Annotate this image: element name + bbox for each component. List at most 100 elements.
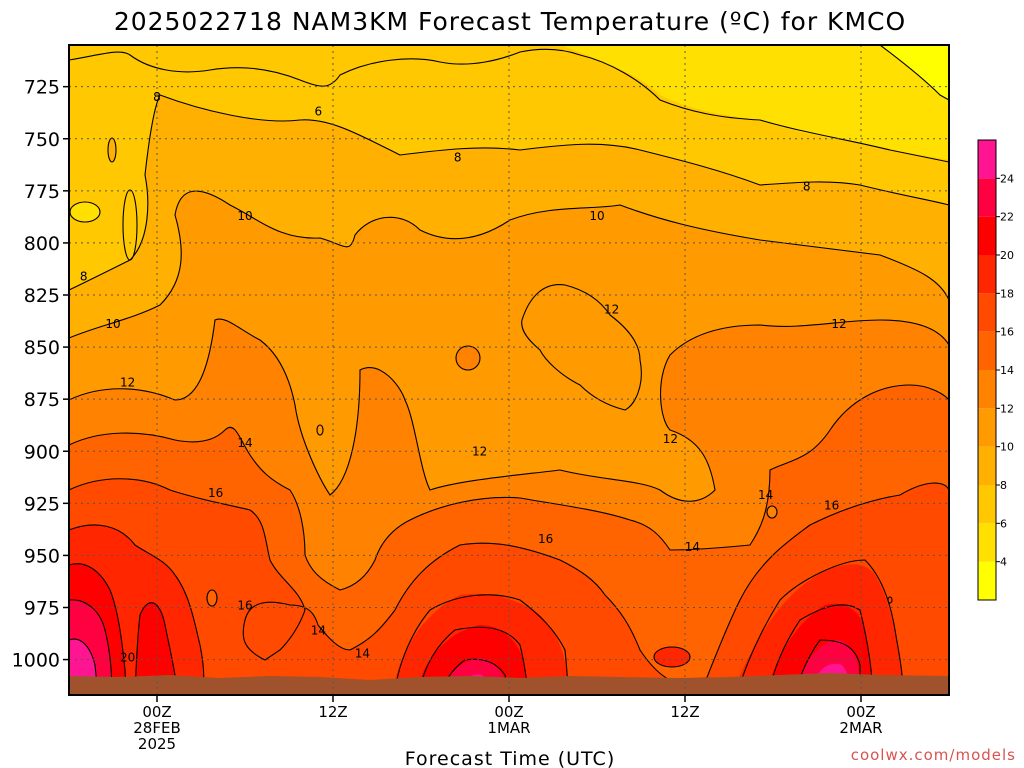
contour-line-16 <box>69 478 671 681</box>
contour-label: 12 <box>604 303 619 317</box>
colorbar-swatch-3 <box>978 446 996 485</box>
contour-label: 12 <box>472 444 487 458</box>
credit-link[interactable]: coolwx.com/models <box>851 746 1016 764</box>
y-tick-label-775: 775 <box>24 181 60 203</box>
contour-line-20-left <box>69 563 127 695</box>
x-tick-label-2-1: 1MAR <box>487 719 530 737</box>
y-tick-label-850: 850 <box>24 337 60 359</box>
contour-line-18-left <box>69 524 205 695</box>
contour-line-20-mid <box>419 626 529 695</box>
contour-label: 14 <box>685 540 700 554</box>
contour-label: 8 <box>454 151 462 165</box>
band-pocket-left-yellow <box>70 202 100 222</box>
contour-line-10 <box>69 190 949 339</box>
contour-line-18-mid <box>394 594 569 695</box>
colorbar-swatch-9 <box>978 216 996 255</box>
x-tick-label-0-0: 00Z <box>142 703 171 721</box>
x-tick-label-0-2: 2025 <box>138 735 176 753</box>
y-tick-label-1000: 1000 <box>12 650 60 672</box>
colorbar-swatch-8 <box>978 255 996 294</box>
colorbar-tick-label-8: 20 <box>1000 249 1014 262</box>
y-axis: 725 750 775 800 825 850 875 900 925 950 975 1000 <box>12 77 69 672</box>
x-tick-label-4-0: 00Z <box>846 703 875 721</box>
y-tick-label-900: 900 <box>24 441 60 463</box>
contour-line-pocket-16 <box>206 589 218 607</box>
contour-label: 16 <box>538 532 553 546</box>
band-pocket-16 <box>207 590 217 606</box>
x-tick-label-4-1: 2MAR <box>839 719 882 737</box>
contour-line-14 <box>69 384 949 591</box>
band-12-island <box>521 284 642 410</box>
contour-line-4 <box>879 45 949 101</box>
contour-line-8 <box>69 94 949 291</box>
contour-label: 8 <box>153 90 161 104</box>
band-pocket-low <box>654 647 690 667</box>
contour-label: 8 <box>803 180 811 194</box>
colorbar: 4 6 8 10 12 14 16 18 20 22 24 <box>977 139 1014 601</box>
contour-label: 16 <box>824 498 839 512</box>
band-4-6 <box>560 45 949 160</box>
contour-line-16-right <box>699 482 949 695</box>
colorbar-tick-label-0: 4 <box>1000 556 1007 569</box>
contour-label: 10 <box>105 317 120 331</box>
colorbar-tick-label-7: 18 <box>1000 287 1014 300</box>
contour-line-12-island <box>521 284 642 411</box>
x-tick-label-3-0: 12Z <box>670 703 699 721</box>
colorbar-swatch-1 <box>978 523 996 562</box>
y-tick-label-825: 825 <box>24 285 60 307</box>
grid <box>69 45 949 695</box>
colorbar-swatch-11 <box>978 140 996 179</box>
x-tick-label-2-0: 00Z <box>494 703 523 721</box>
band-20-22-b <box>135 602 178 695</box>
contour-line-pocket-tiny2 <box>887 596 893 604</box>
x-axis-title: Forecast Time (UTC) <box>405 748 615 768</box>
ground-below-surface <box>69 673 949 695</box>
colorbar-tick-label-10: 24 <box>1000 172 1014 185</box>
contour-label: 16 <box>208 486 223 500</box>
contour-label: 12 <box>831 317 846 331</box>
y-tick-label-725: 725 <box>24 77 60 99</box>
y-tick-label-975: 975 <box>24 598 60 620</box>
contour-line-pocket-1 <box>107 137 117 163</box>
y-tick-label-950: 950 <box>24 545 60 567</box>
contour-label: 14 <box>758 488 773 502</box>
contour-line-12 <box>69 318 949 502</box>
x-tick-label-1-0: 12Z <box>318 703 347 721</box>
colorbar-tick-label-4: 12 <box>1000 402 1014 415</box>
contour-label: 12 <box>120 376 135 390</box>
colorbar-swatch-0 <box>978 561 996 600</box>
colorbar-tick-label-6: 16 <box>1000 326 1014 339</box>
y-tick-label-875: 875 <box>24 389 60 411</box>
contour-label: 14 <box>355 646 370 660</box>
band-pocket-850 <box>456 346 480 370</box>
colorbar-tick-label-2: 8 <box>1000 479 1007 492</box>
band-pocket-14 <box>767 506 777 518</box>
contour-label: 6 <box>315 105 323 119</box>
band-pocket-left-1 <box>108 138 116 162</box>
contour-line-24-left <box>69 638 99 695</box>
contour-line-18-right <box>737 559 903 695</box>
contour-label: 16 <box>237 598 252 612</box>
contour-line-6 <box>69 48 949 163</box>
colorbar-swatch-7 <box>978 293 996 332</box>
x-tick-label-0-1: 28FEB <box>133 719 180 737</box>
y-tick-label-750: 750 <box>24 129 60 151</box>
contour-label: 10 <box>589 209 604 223</box>
contour-line-pocket-tiny <box>316 424 324 436</box>
contour-label: 8 <box>80 269 88 283</box>
contour-line-pocket-2 <box>122 189 138 261</box>
contour-line-pocket-850 <box>455 345 481 371</box>
band-2-4 <box>880 45 949 100</box>
colorbar-swatch-6 <box>978 331 996 370</box>
colorbar-swatch-5 <box>978 370 996 409</box>
colorbar-swatch-10 <box>978 178 996 217</box>
contour-label: 14 <box>237 436 252 450</box>
chart-title: 2025022718 NAM3KM Forecast Temperature (… <box>114 7 906 36</box>
contour-line-pocket-low <box>653 646 691 668</box>
y-tick-label-800: 800 <box>24 233 60 255</box>
contour-line-20-b <box>134 602 179 695</box>
contour-lines <box>69 45 949 695</box>
contour-line-20-right <box>769 604 873 695</box>
